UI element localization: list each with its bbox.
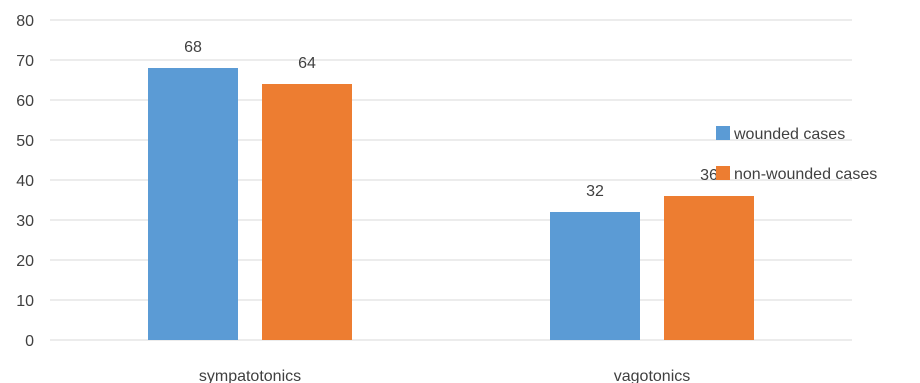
y-tick-label: 40: [16, 173, 34, 190]
y-tick-label: 80: [16, 13, 34, 30]
legend-item-wounded-cases: wounded cases: [716, 126, 845, 143]
data-label: 68: [184, 39, 202, 56]
data-label: 32: [586, 183, 604, 200]
y-tick-label: 70: [16, 53, 34, 70]
data-label: 64: [298, 55, 316, 72]
y-tick-label: 10: [16, 293, 34, 310]
legend-swatch: [716, 166, 730, 180]
y-axis-ticks: 0 10 20 30 40 50 60 70 80: [16, 13, 34, 350]
bar-non-wounded-cases-sympatotonics: [262, 84, 352, 340]
y-tick-label: 60: [16, 93, 34, 110]
legend: wounded cases non-wounded cases: [716, 126, 877, 183]
data-label: 36: [700, 167, 718, 184]
x-axis-categories: sympatotonics vagotonics: [199, 368, 690, 383]
bars: [148, 68, 754, 340]
bar-non-wounded-cases-vagotonics: [664, 196, 754, 340]
y-tick-label: 50: [16, 133, 34, 150]
legend-label: non-wounded cases: [734, 166, 877, 183]
y-tick-label: 0: [25, 333, 34, 350]
x-category-label: sympatotonics: [199, 368, 301, 383]
bar-wounded-cases-sympatotonics: [148, 68, 238, 340]
x-category-label: vagotonics: [614, 368, 691, 383]
bar-wounded-cases-vagotonics: [550, 212, 640, 340]
legend-label: wounded cases: [733, 126, 845, 143]
y-tick-label: 30: [16, 213, 34, 230]
legend-swatch: [716, 126, 730, 140]
legend-item-non-wounded-cases: non-wounded cases: [716, 166, 877, 183]
data-labels: 68 32 64 36: [184, 39, 718, 200]
y-tick-label: 20: [16, 253, 34, 270]
